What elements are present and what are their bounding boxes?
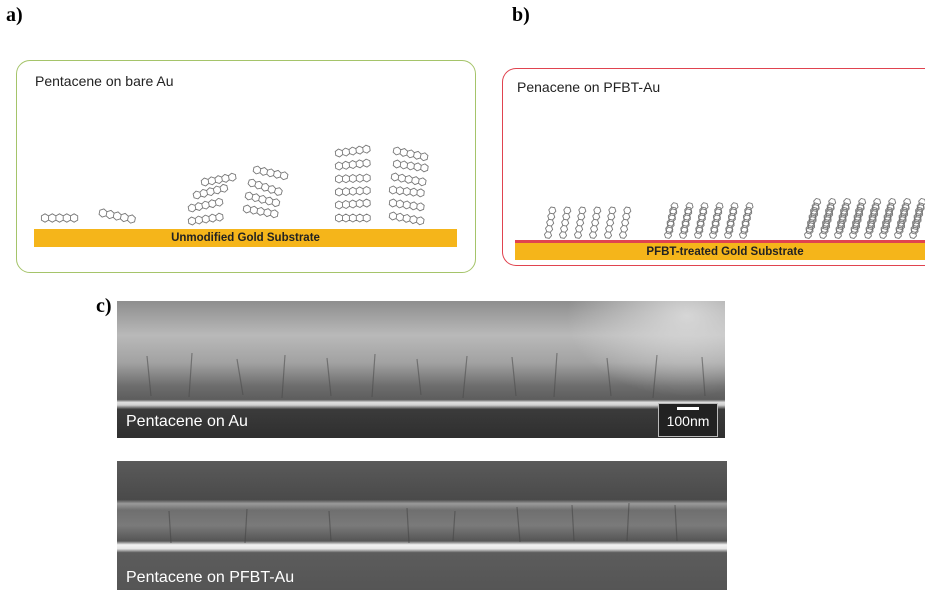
pentacene-molecule <box>588 206 602 239</box>
pentacene-molecule <box>665 202 679 235</box>
sem-top-caption: Pentacene on Au <box>126 413 248 430</box>
pentacene-molecule <box>558 206 572 239</box>
scale-bar: 100nm <box>665 407 711 429</box>
panel-a-label: a) <box>6 4 23 26</box>
pentacene-molecule <box>710 202 724 235</box>
pfbt-treated-gold-substrate: PFBT-treated Gold Substrate <box>515 240 925 260</box>
pentacene-molecule <box>573 206 587 239</box>
pentacene-molecules-bare-au <box>40 144 429 226</box>
pentacene-molecule <box>852 197 867 231</box>
sem-image-pentacene-on-pfbt-au: Pentacene on PFBT-Au <box>117 461 727 590</box>
pentacene-molecule <box>693 206 708 239</box>
pentacene-molecule <box>187 212 224 226</box>
pentacene-molecules-pfbt-au <box>543 197 925 239</box>
panel-a-schematic: Pentacene on bare Au Unmodified Gold Sub… <box>16 60 476 273</box>
pentacene-molecule <box>334 186 371 197</box>
pentacene-molecule <box>882 197 897 231</box>
panel-c-label: c) <box>96 295 112 317</box>
pentacene-molecule <box>708 206 723 239</box>
pentacene-molecule <box>392 159 429 173</box>
pentacene-molecule <box>618 206 632 239</box>
pentacene-molecule <box>334 158 371 171</box>
pentacene-molecule <box>723 206 738 239</box>
pentacene-molecule <box>187 197 224 213</box>
pentacene-molecule <box>388 211 425 226</box>
pentacene-molecule <box>867 197 882 231</box>
pentacene-molecule <box>603 206 617 239</box>
pentacene-molecule <box>334 198 371 210</box>
sem-grain-texture-2 <box>168 502 678 544</box>
pentacene-molecule <box>334 173 371 184</box>
sem-image-pentacene-on-au: Pentacene on Au 100nm <box>117 301 725 438</box>
pentacene-molecule <box>392 146 429 162</box>
pentacene-molecule <box>335 213 371 223</box>
pentacene-molecule <box>247 178 283 196</box>
scale-bar-label: 100nm <box>666 413 710 429</box>
pentacene-molecule <box>807 197 822 231</box>
pentacene-molecule <box>543 206 557 239</box>
pentacene-molecule <box>40 213 79 223</box>
pentacene-molecule <box>242 204 279 219</box>
sem-grain-texture <box>146 352 706 399</box>
pentacene-molecule <box>200 172 237 187</box>
pentacene-molecule <box>388 198 425 212</box>
sem-bottom-caption: Pentacene on PFBT-Au <box>126 569 295 586</box>
panel-a-title: Pentacene on bare Au <box>35 73 174 89</box>
pentacene-molecule <box>738 206 753 239</box>
pentacene-molecule <box>725 202 739 235</box>
pentacene-molecule <box>822 197 837 231</box>
panel-b-title: Penacene on PFBT-Au <box>517 79 661 95</box>
pentacene-molecule <box>837 197 852 231</box>
pentacene-molecule <box>252 165 289 181</box>
pentacene-molecule <box>334 144 371 158</box>
panel-b-label: b) <box>512 4 530 26</box>
pentacene-molecule <box>678 206 693 239</box>
pentacene-molecule <box>695 202 709 235</box>
pentacene-molecule <box>897 197 912 231</box>
pentacene-molecule <box>740 202 754 235</box>
pentacene-molecule <box>192 183 229 200</box>
pentacene-molecule <box>390 172 427 187</box>
pentacene-molecule <box>680 202 694 235</box>
pentacene-molecule <box>912 197 925 231</box>
pentacene-molecule <box>98 208 136 224</box>
pentacene-molecule <box>388 185 425 198</box>
unmodified-gold-substrate: Unmodified Gold Substrate <box>34 229 457 247</box>
scale-bar-line <box>677 407 699 410</box>
pentacene-molecule <box>663 206 678 239</box>
panel-b-schematic: Penacene on PFBT-Au PFBT-treated Gold Su… <box>502 68 925 266</box>
pentacene-molecule <box>244 191 281 208</box>
